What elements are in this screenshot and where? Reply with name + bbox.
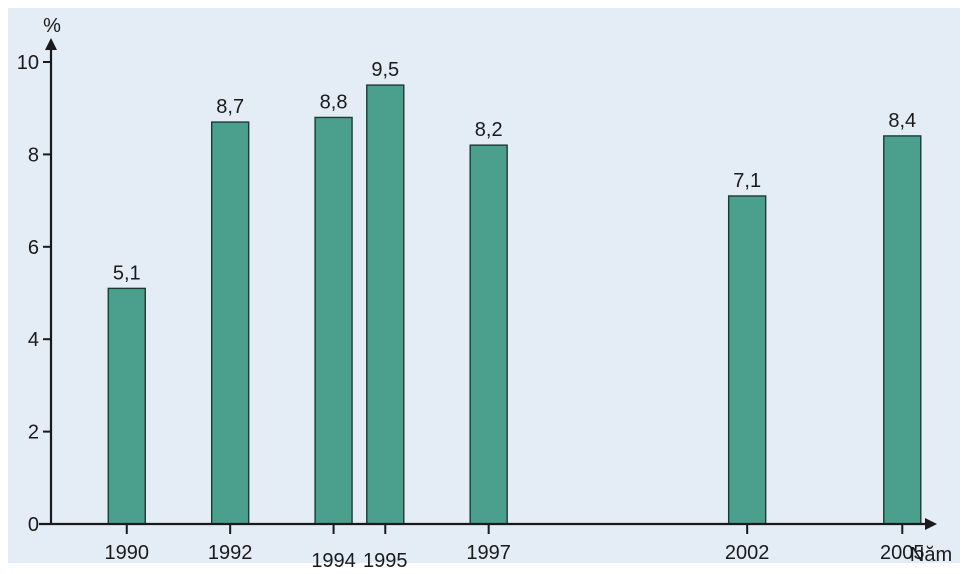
value-label-1997: 8,2 [475,119,503,141]
y-axis-title: % [43,15,61,37]
x-ticks: 1990 1992 1994 1995 1997 2002 2005 [105,524,925,572]
bar-1990 [107,287,146,525]
x-tick-label-1995: 1995 [363,550,408,572]
bar-1997 [469,144,508,525]
value-label-2005: 8,4 [888,110,916,132]
x-axis-arrow-icon [925,518,937,530]
y-tick-label: 8 [28,144,39,166]
value-label-2002: 7,1 [733,170,761,192]
value-label-1992: 8,7 [216,96,244,118]
value-label-1995: 9,5 [371,59,399,81]
bar-1992 [210,121,250,525]
value-labels: 5,1 8,7 8,8 9,5 8,2 7,1 8,4 [113,59,916,284]
x-tick-label-1990: 1990 [105,542,150,564]
y-ticks: 0 2 4 6 8 10 [17,52,51,536]
y-tick-label: 2 [28,422,39,444]
bar-1994 [314,116,353,525]
x-axis-title: Năm [910,544,952,566]
y-tick-label: 4 [28,329,39,351]
axes-layer [39,38,937,530]
bar-1995 [366,84,405,525]
y-tick-label: 6 [28,237,39,259]
y-axis-arrow-icon [45,38,57,50]
value-label-1990: 5,1 [113,262,141,284]
bars-layer [107,84,922,525]
x-tick-label-2005: 2005 [880,542,925,564]
y-tick-label: 10 [17,52,39,74]
bar-2002 [727,195,767,525]
y-tick-label: 0 [28,514,39,536]
x-tick-label-2002: 2002 [725,542,770,564]
bar-2005 [883,135,922,525]
x-tick-label-1994: 1994 [311,550,356,572]
value-label-1994: 8,8 [320,91,348,113]
x-tick-label-1997: 1997 [466,542,511,564]
x-tick-label-1992: 1992 [208,542,253,564]
